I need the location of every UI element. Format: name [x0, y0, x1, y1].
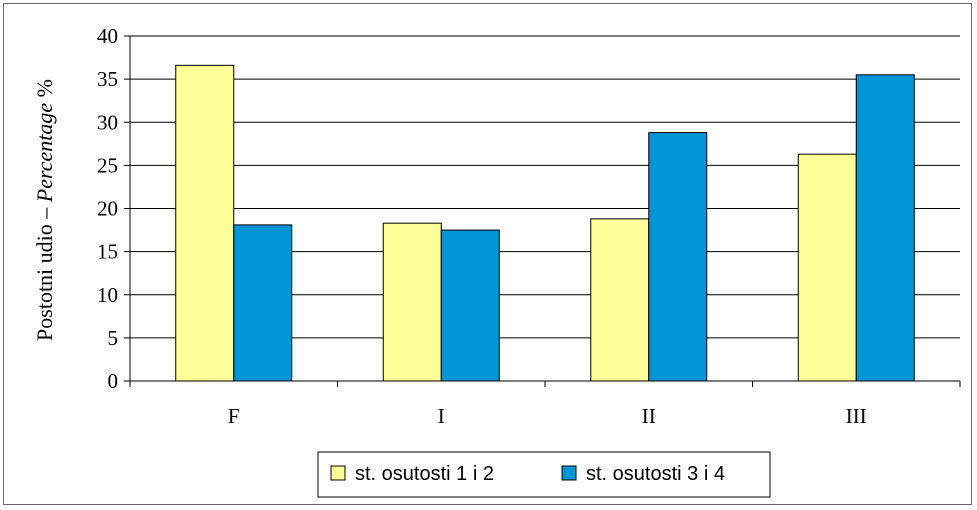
bar-2-F	[233, 224, 293, 382]
y-tick-labels: 0 5 10 15 20 25 30 35 40	[97, 24, 118, 393]
x-category-label: II	[642, 404, 656, 428]
bar-2-II	[648, 132, 708, 382]
y-tick-label: 0	[108, 369, 119, 393]
legend-label-series-2: st. osutosti 3 i 4	[586, 463, 725, 485]
y-axis-label-suffix: %	[32, 79, 57, 103]
y-tick-label: 35	[97, 67, 118, 91]
x-category-labels: F I II III	[228, 404, 867, 428]
axes	[124, 35, 961, 387]
x-category-label: III	[846, 404, 867, 428]
bars	[175, 64, 915, 382]
bar-1-III	[797, 153, 857, 382]
bar-1-II	[590, 218, 650, 382]
bar-1-F	[175, 64, 235, 382]
y-axis-label: Postotni udio – Percentage %	[32, 79, 57, 341]
y-tick-label: 40	[97, 24, 118, 48]
y-tick-label: 10	[97, 283, 118, 307]
bar-2-III	[855, 74, 915, 382]
legend-swatch-series-1	[330, 465, 346, 481]
y-tick-label: 30	[97, 110, 118, 134]
bar-1-I	[382, 222, 442, 382]
y-tick-label: 15	[97, 240, 118, 264]
legend-swatch-series-2	[561, 465, 577, 481]
y-tick-label: 25	[97, 153, 118, 177]
x-category-label: I	[438, 404, 445, 428]
x-category-label: F	[228, 404, 240, 428]
y-tick-label: 5	[108, 326, 119, 350]
legend-label-series-1: st. osutosti 1 i 2	[355, 463, 494, 485]
legend: st. osutosti 1 i 2 st. osutosti 3 i 4	[317, 451, 771, 498]
legend-box	[317, 451, 771, 498]
bar-2-I	[440, 229, 500, 382]
y-axis-label-plain: Postotni udio –	[32, 202, 57, 341]
y-tick-label: 20	[97, 197, 118, 221]
y-axis-label-italic: Percentage	[32, 103, 57, 204]
